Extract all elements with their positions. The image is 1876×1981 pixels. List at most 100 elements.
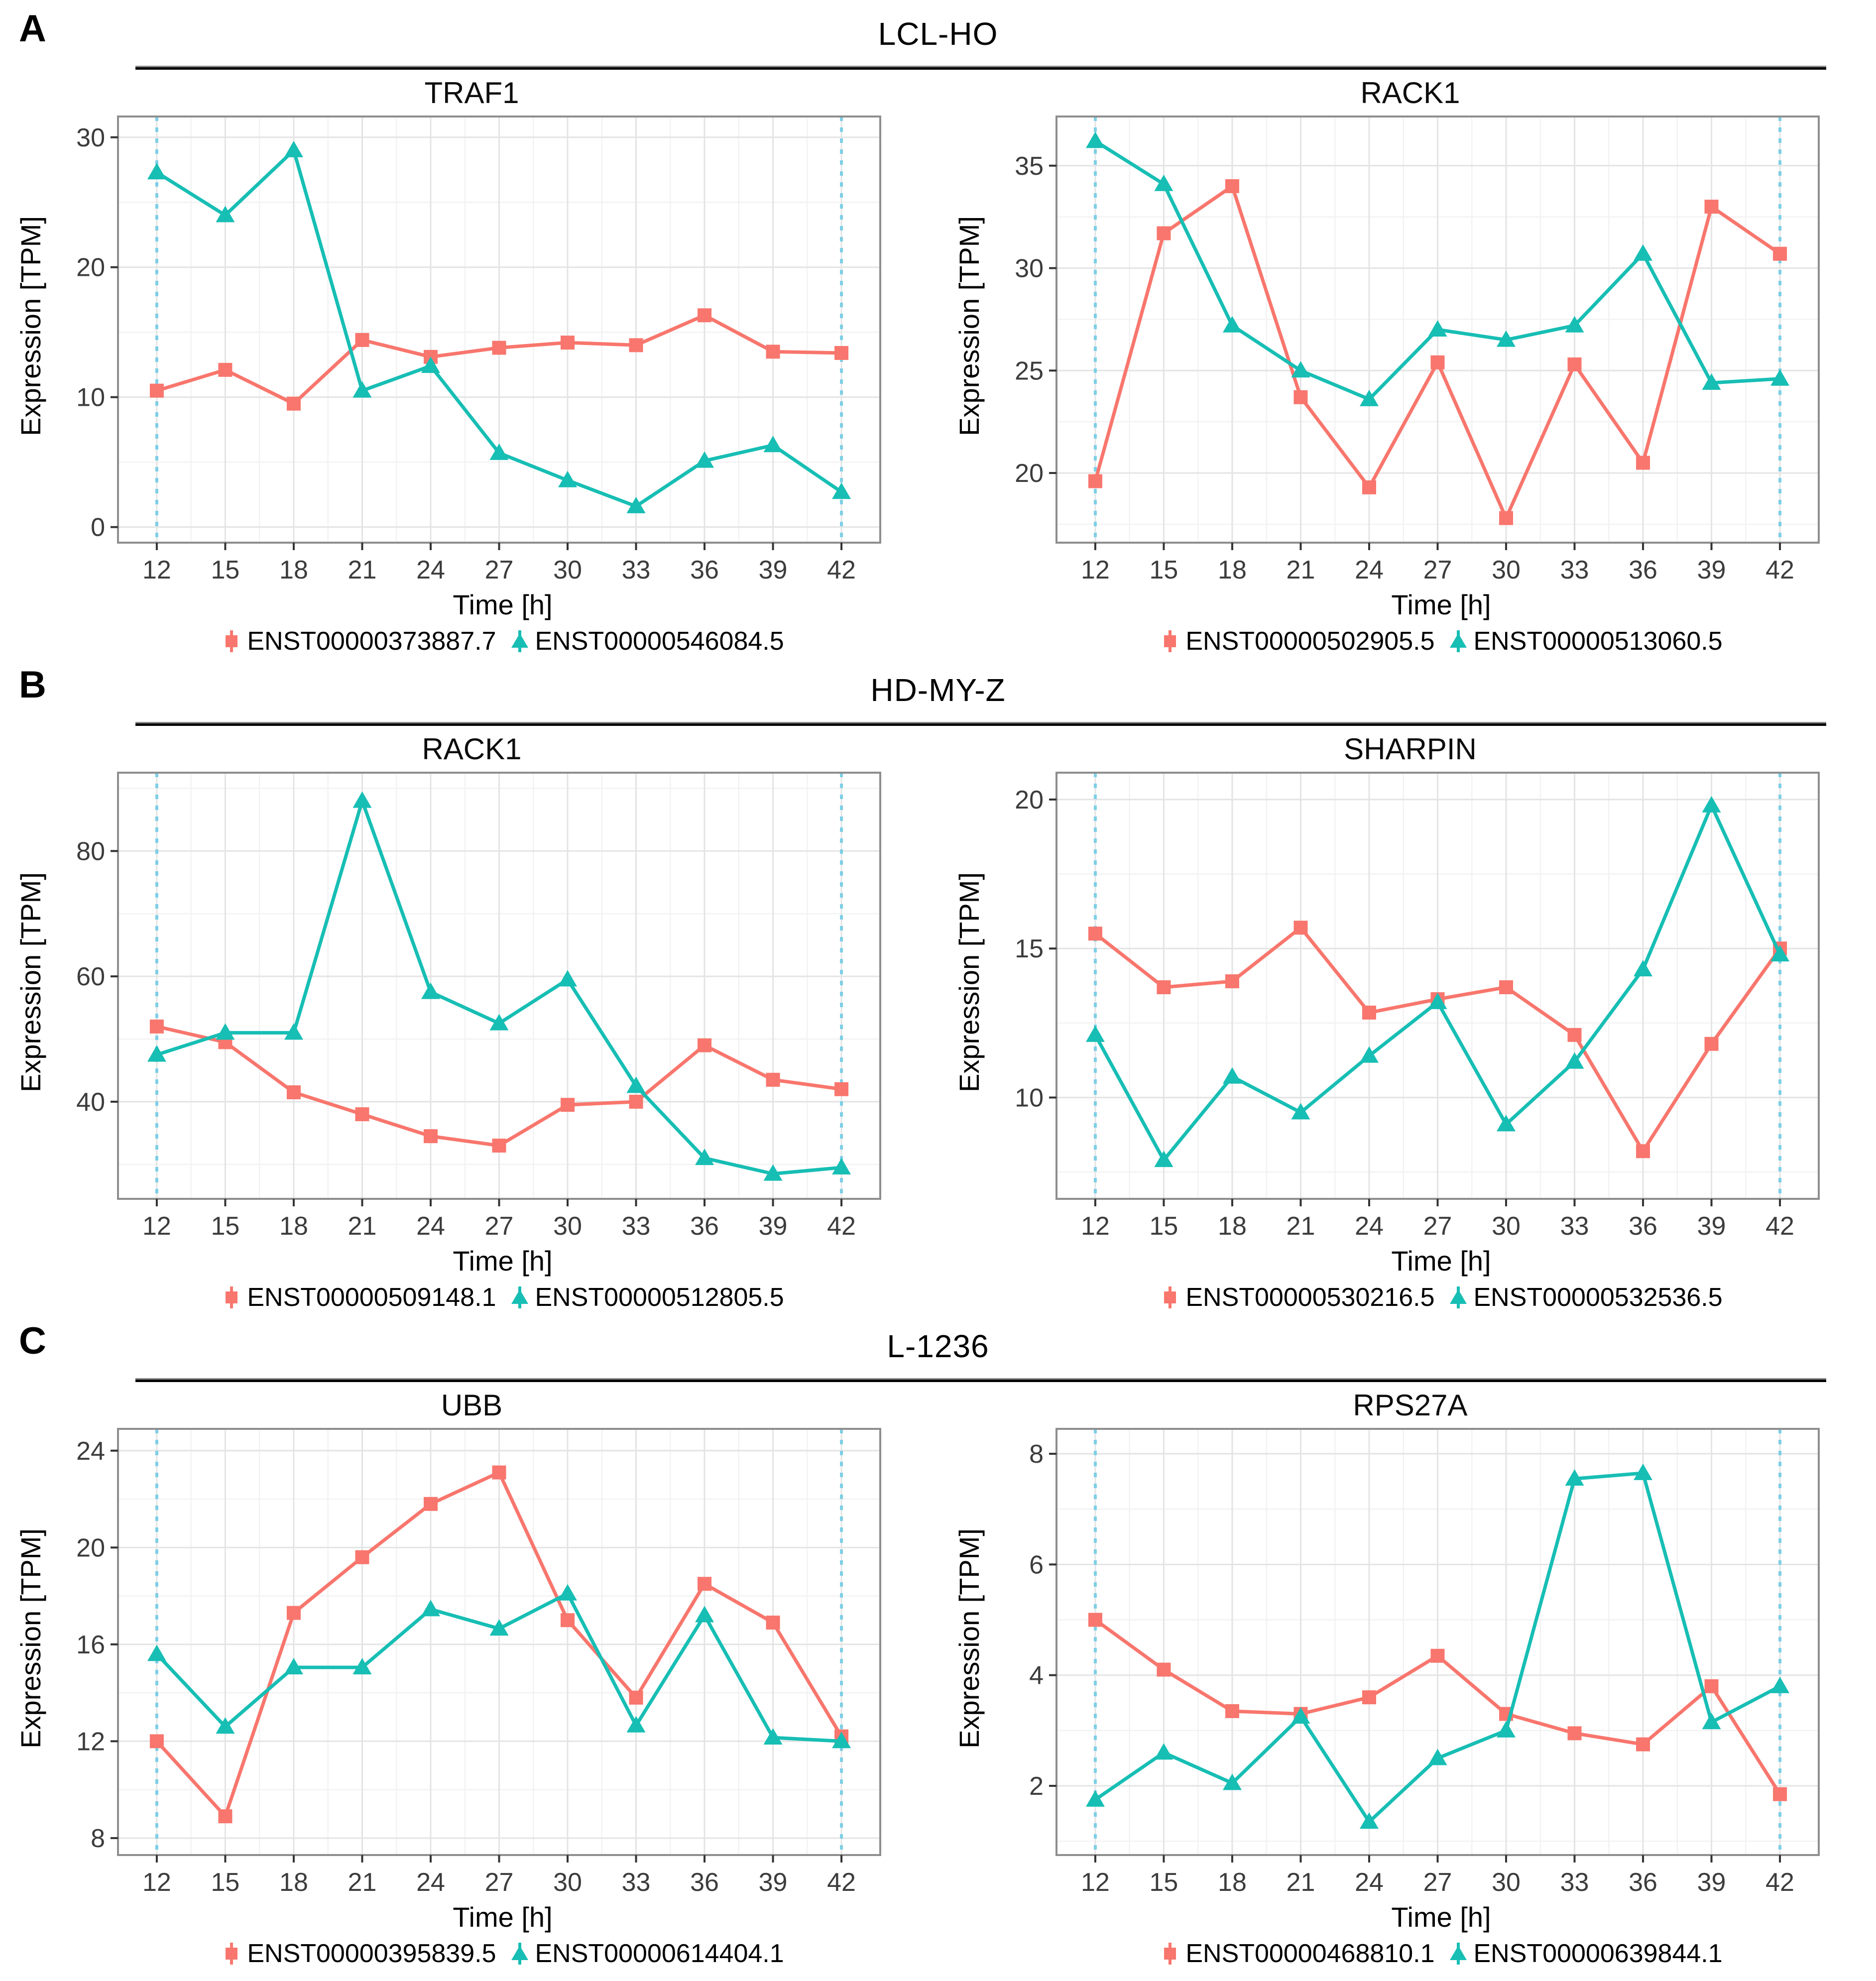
legend: ENST00000530216.5 ENST00000532536.5 xyxy=(1056,1279,1826,1316)
y-axis-title-box: Expression [TPM] xyxy=(953,768,985,1247)
y-tick-label: 30 xyxy=(1015,254,1044,283)
x-tick-label: 42 xyxy=(827,1212,856,1241)
data-point-square xyxy=(1225,1704,1239,1718)
panel-header: C L-1236 xyxy=(0,1319,1876,1373)
y-tick-label: 0 xyxy=(91,513,105,542)
y-axis-title-box: Expression [TPM] xyxy=(15,1424,46,1903)
data-point-triangle xyxy=(284,140,303,157)
series-triangle xyxy=(1085,796,1790,1167)
series-triangle xyxy=(1085,1463,1790,1829)
data-point-triangle xyxy=(1359,389,1379,406)
x-tick-label: 36 xyxy=(690,556,719,584)
data-point-square xyxy=(1636,456,1650,470)
data-point-triangle xyxy=(1222,316,1242,333)
x-tick-label: 24 xyxy=(416,556,445,584)
series-square xyxy=(1088,179,1787,525)
legend-key-triangle-icon xyxy=(511,1286,528,1308)
data-point-triangle xyxy=(421,982,440,999)
data-point-square xyxy=(218,362,233,377)
x-tick-label: 21 xyxy=(348,1868,377,1897)
chart-title: RPS27A xyxy=(1353,1389,1468,1422)
data-point-triangle xyxy=(421,356,440,373)
x-tick-label: 33 xyxy=(622,556,651,584)
x-tick-label: 27 xyxy=(485,1212,514,1241)
data-point-square xyxy=(834,346,849,360)
series-square xyxy=(1088,1613,1787,1801)
legend-label: ENST00000373887.7 xyxy=(247,627,496,656)
data-point-triangle xyxy=(1222,1067,1242,1084)
plot-area: 12 15 18 21 24 27 30 33 36 39 42 40 60 80 xyxy=(76,772,881,1241)
legend-label: ENST00000468810.1 xyxy=(1185,1939,1435,1968)
data-point-triangle xyxy=(626,1076,646,1093)
x-tick-label: 21 xyxy=(1287,1212,1315,1241)
tick-marks xyxy=(1049,798,1781,1206)
data-point-square xyxy=(561,1098,575,1112)
y-axis-title-box: Expression [TPM] xyxy=(953,1424,985,1903)
data-point-triangle xyxy=(1222,1773,1242,1790)
chart-title: SHARPIN xyxy=(1344,732,1477,766)
data-point-square xyxy=(698,308,712,323)
data-point-triangle xyxy=(216,1717,235,1734)
data-point-triangle xyxy=(763,436,783,453)
data-point-triangle xyxy=(147,1045,166,1062)
plot-area: 12 15 18 21 24 27 30 33 36 39 42 20 25 30 35 xyxy=(1015,116,1820,584)
x-tick-label: 42 xyxy=(1765,1868,1794,1897)
x-tick-label: 39 xyxy=(1697,1212,1726,1241)
x-tick-label: 27 xyxy=(1423,1212,1452,1241)
data-point-triangle xyxy=(832,1158,851,1175)
y-axis-title: Expression [TPM] xyxy=(953,1528,985,1748)
series-triangle xyxy=(147,140,851,513)
data-point-square xyxy=(1362,1005,1376,1020)
data-point-triangle xyxy=(1359,1812,1379,1829)
plot-row: Expression [TPM] 12 15 18 21 24 27 30 33 36 39 42 1… xyxy=(953,768,1867,1247)
legend-label: ENST00000530216.5 xyxy=(1185,1283,1435,1312)
data-point-square xyxy=(1293,390,1308,404)
y-tick-label: 2 xyxy=(1029,1772,1044,1801)
legend: ENST00000468810.1 ENST00000639844.1 xyxy=(1056,1935,1826,1973)
legend: ENST00000395839.5 ENST00000614404.1 xyxy=(118,1935,887,1973)
y-tick-label: 20 xyxy=(1015,786,1044,815)
data-point-triangle xyxy=(1770,1676,1790,1693)
plot-row: Expression [TPM] 12 15 18 21 24 27 30 33 36 39 42 2… xyxy=(953,112,1867,590)
y-tick-label: 20 xyxy=(76,1533,105,1562)
data-point-triangle xyxy=(763,1164,783,1181)
legend-label: ENST00000614404.1 xyxy=(535,1939,784,1968)
data-point-square xyxy=(1293,921,1308,935)
series-triangle xyxy=(147,1584,851,1748)
panel-header-rule xyxy=(135,66,1826,70)
chart: RACK1 Expression [TPM] 12 15 18 21 24 27 30 33 3… xyxy=(15,731,929,1316)
data-point-triangle xyxy=(763,1728,783,1745)
data-point-square xyxy=(1088,1613,1102,1627)
data-point-triangle xyxy=(1497,330,1516,347)
data-point-square xyxy=(1362,1690,1376,1705)
x-tick-label: 30 xyxy=(553,1868,582,1897)
legend-item: ENST00000546084.5 xyxy=(509,626,784,656)
y-tick-label: 80 xyxy=(76,837,105,866)
x-axis-title: Time [h] xyxy=(453,589,553,620)
data-point-square xyxy=(355,1550,369,1564)
panel-header: A LCL-HO xyxy=(0,7,1876,61)
x-tick-label: 33 xyxy=(1560,1868,1589,1897)
panel-label: B xyxy=(19,664,46,706)
data-point-triangle xyxy=(832,1732,851,1748)
x-tick-label: 15 xyxy=(1150,1868,1178,1897)
data-point-square xyxy=(1636,1144,1650,1159)
data-point-square xyxy=(492,341,506,355)
data-point-square xyxy=(1430,1648,1445,1663)
series-square xyxy=(149,308,849,411)
x-tick-label: 39 xyxy=(1697,1868,1726,1897)
data-point-triangle xyxy=(1359,1046,1379,1063)
x-axis-title: Time [h] xyxy=(1391,589,1491,620)
legend-item: ENST00000614404.1 xyxy=(509,1939,784,1969)
y-tick-label: 30 xyxy=(76,123,105,152)
data-point-triangle xyxy=(1702,373,1721,390)
y-tick-label: 20 xyxy=(76,253,105,282)
y-tick-label: 12 xyxy=(76,1727,105,1756)
x-tick-label: 36 xyxy=(1629,1868,1657,1897)
x-tick-label: 33 xyxy=(1560,1212,1589,1241)
legend-label: ENST00000532536.5 xyxy=(1473,1283,1723,1312)
chart-title: RACK1 xyxy=(422,732,522,766)
data-point-square xyxy=(1157,980,1171,994)
chart: UBB Expression [TPM] 12 15 18 21 24 27 30 33 36 3… xyxy=(15,1387,929,1973)
data-point-square xyxy=(561,1613,575,1628)
